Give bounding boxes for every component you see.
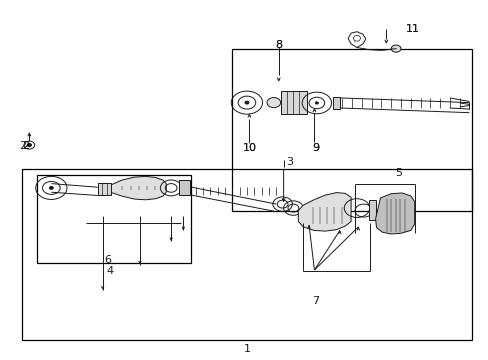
Text: 1: 1 [243, 344, 250, 354]
Text: 9: 9 [311, 143, 318, 153]
Circle shape [390, 45, 400, 52]
Polygon shape [281, 91, 306, 114]
Text: 8: 8 [275, 40, 282, 50]
Text: 3: 3 [285, 157, 292, 167]
Text: 2: 2 [22, 141, 29, 151]
Polygon shape [179, 180, 189, 195]
Circle shape [27, 144, 31, 147]
Text: 5: 5 [394, 168, 401, 178]
Text: 2: 2 [19, 141, 26, 151]
Text: 10: 10 [242, 143, 256, 153]
Text: 6: 6 [104, 255, 111, 265]
Text: 4: 4 [106, 266, 113, 276]
Text: 9: 9 [311, 143, 318, 153]
Text: 8: 8 [275, 40, 282, 50]
Polygon shape [98, 183, 111, 195]
Polygon shape [298, 193, 350, 231]
Text: 11: 11 [406, 24, 419, 34]
Text: 11: 11 [406, 24, 419, 34]
Text: 10: 10 [242, 143, 256, 153]
Circle shape [49, 186, 53, 189]
Polygon shape [368, 200, 375, 220]
Text: 7: 7 [311, 296, 318, 306]
Polygon shape [332, 97, 340, 109]
Circle shape [266, 98, 280, 108]
Polygon shape [375, 193, 414, 234]
Polygon shape [111, 176, 166, 200]
Circle shape [244, 101, 248, 104]
Circle shape [315, 102, 318, 104]
